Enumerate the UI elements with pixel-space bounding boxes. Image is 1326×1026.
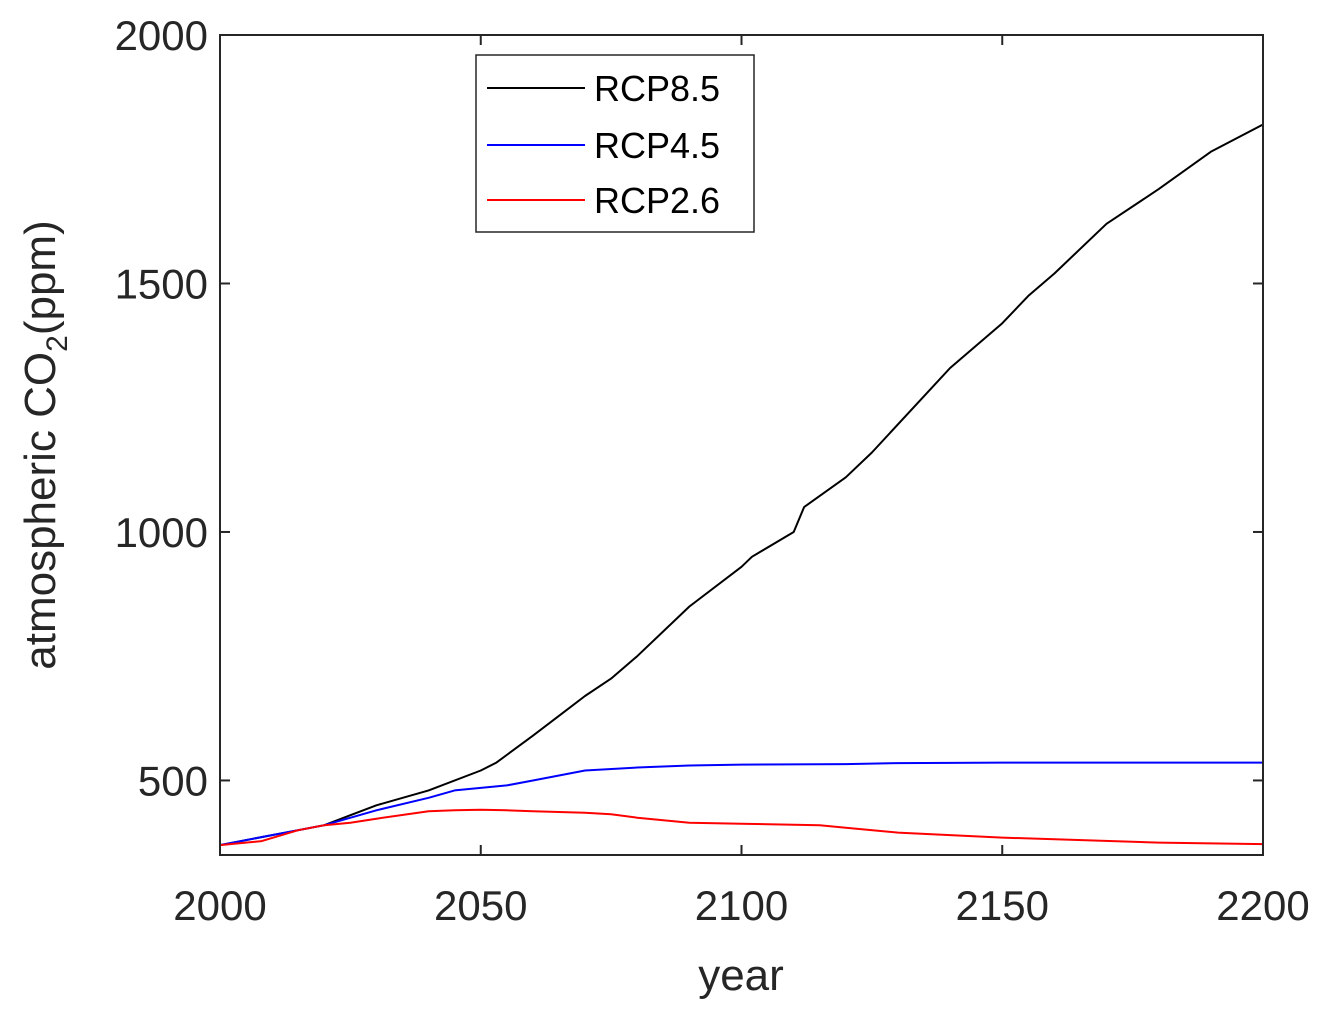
series-line-rcp26 bbox=[219, 808, 1264, 847]
y-axis-label: atmospheric CO2(ppm) bbox=[16, 220, 74, 669]
x-tick-label: 2150 bbox=[956, 882, 1049, 929]
legend-label-rcp85: RCP8.5 bbox=[594, 68, 720, 109]
legend-box bbox=[475, 54, 755, 233]
y-tick-label: 1500 bbox=[115, 260, 208, 307]
series-layer bbox=[219, 123, 1264, 847]
y-axis-label-unit: (ppm) bbox=[16, 220, 65, 335]
x-tick-label: 2000 bbox=[173, 882, 266, 929]
x-tick-label: 2200 bbox=[1216, 882, 1309, 929]
y-tick-label: 1000 bbox=[115, 509, 208, 556]
x-tick-label: 2050 bbox=[434, 882, 527, 929]
x-tick-label: 2100 bbox=[695, 882, 788, 929]
series-line-rcp45 bbox=[219, 761, 1263, 847]
legend: RCP8.5 RCP4.5 RCP2.6 bbox=[475, 54, 755, 233]
y-tick-label: 2000 bbox=[115, 12, 208, 59]
y-axis-label-main: atmospheric CO bbox=[16, 352, 65, 670]
legend-label-rcp26: RCP2.6 bbox=[594, 180, 720, 221]
svg-text:atmospheric CO2(ppm): atmospheric CO2(ppm) bbox=[16, 220, 74, 669]
y-axis-label-subscript: 2 bbox=[41, 335, 74, 352]
legend-label-rcp45: RCP4.5 bbox=[594, 125, 720, 166]
series-line-rcp85 bbox=[219, 123, 1264, 847]
x-axis-label: year bbox=[698, 951, 784, 1000]
y-tick-label: 500 bbox=[138, 757, 208, 804]
ticks-layer: 2000 2050 2100 2150 2200 500 1000 1500 2000 bbox=[115, 12, 1310, 929]
